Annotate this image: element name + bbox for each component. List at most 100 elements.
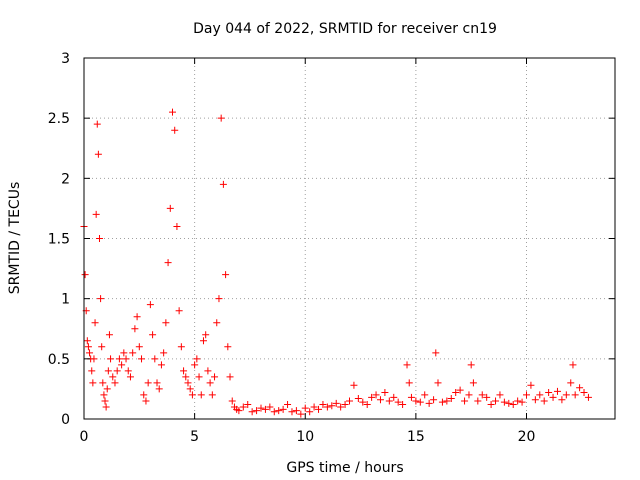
data-point bbox=[90, 355, 98, 363]
data-point bbox=[540, 397, 548, 405]
data-point bbox=[89, 379, 97, 387]
data-point bbox=[222, 271, 230, 279]
data-point bbox=[101, 397, 109, 405]
data-point bbox=[102, 403, 110, 411]
data-point bbox=[580, 389, 588, 397]
data-point bbox=[188, 391, 196, 399]
data-point bbox=[523, 391, 530, 399]
data-point bbox=[91, 319, 99, 327]
data-point bbox=[531, 396, 539, 404]
data-point bbox=[405, 379, 413, 387]
data-point bbox=[140, 391, 148, 399]
data-point bbox=[288, 408, 296, 416]
data-point bbox=[483, 393, 491, 401]
data-point bbox=[100, 391, 108, 399]
data-point bbox=[107, 355, 115, 363]
data-point bbox=[224, 343, 232, 351]
data-point bbox=[215, 295, 223, 303]
x-tick-label: 20 bbox=[518, 429, 536, 445]
data-point bbox=[169, 108, 176, 116]
data-point bbox=[99, 379, 107, 387]
data-point bbox=[135, 343, 143, 351]
data-point bbox=[447, 395, 455, 403]
data-point bbox=[341, 401, 349, 409]
data-point bbox=[505, 399, 513, 407]
data-point bbox=[142, 397, 150, 405]
data-point bbox=[115, 355, 123, 363]
data-point bbox=[545, 389, 553, 397]
data-point bbox=[113, 367, 121, 375]
data-point bbox=[403, 361, 411, 369]
x-tick-label: 5 bbox=[190, 429, 199, 445]
data-point bbox=[584, 393, 592, 401]
data-point bbox=[359, 398, 367, 406]
data-point bbox=[248, 408, 256, 416]
data-point bbox=[416, 398, 424, 406]
data-point bbox=[206, 379, 214, 387]
data-point bbox=[275, 407, 283, 415]
data-point bbox=[376, 396, 384, 404]
data-point bbox=[368, 393, 376, 401]
y-tick-label: 0.5 bbox=[48, 352, 70, 368]
data-point bbox=[567, 379, 575, 387]
data-point bbox=[553, 387, 561, 395]
data-point bbox=[95, 235, 103, 242]
data-point bbox=[195, 373, 203, 381]
data-point bbox=[253, 407, 261, 415]
data-point bbox=[177, 343, 185, 351]
data-point bbox=[105, 331, 113, 339]
x-axis-title: GPS time / hours bbox=[286, 460, 403, 476]
data-point bbox=[213, 319, 221, 327]
data-point bbox=[81, 271, 89, 279]
data-point bbox=[474, 397, 482, 405]
data-point bbox=[219, 180, 227, 188]
data-point bbox=[527, 381, 535, 389]
data-point bbox=[487, 401, 495, 409]
grid bbox=[84, 58, 615, 419]
data-point bbox=[562, 391, 570, 399]
data-point bbox=[211, 373, 219, 381]
data-point bbox=[120, 349, 128, 357]
data-point bbox=[425, 399, 433, 407]
data-point bbox=[88, 367, 96, 375]
x-tick-labels: 0 5 10 15 20 bbox=[80, 429, 536, 445]
data-point bbox=[350, 381, 358, 389]
data-point bbox=[208, 391, 216, 399]
data-point bbox=[394, 398, 402, 406]
data-point bbox=[197, 391, 205, 399]
data-point bbox=[301, 404, 309, 412]
data-point bbox=[571, 391, 579, 399]
data-point bbox=[104, 367, 112, 375]
data-point bbox=[133, 313, 141, 321]
y-tick-label: 2.5 bbox=[48, 111, 70, 127]
data-point bbox=[421, 391, 429, 399]
data-point bbox=[257, 404, 265, 412]
data-point bbox=[97, 295, 105, 303]
data-point bbox=[151, 355, 159, 363]
data-point bbox=[381, 389, 389, 397]
data-point bbox=[103, 385, 111, 393]
data-point bbox=[576, 384, 584, 392]
data-point bbox=[407, 393, 415, 401]
data-point bbox=[98, 343, 106, 351]
data-point bbox=[184, 379, 192, 387]
data-point bbox=[270, 408, 278, 416]
data-point bbox=[412, 397, 420, 405]
data-point bbox=[124, 367, 132, 375]
data-point bbox=[173, 222, 181, 230]
data-point bbox=[315, 405, 323, 413]
data-point bbox=[129, 349, 137, 357]
data-point bbox=[149, 331, 157, 339]
data-point bbox=[92, 210, 100, 218]
data-point bbox=[461, 397, 469, 405]
y-tick-label: 1 bbox=[61, 292, 70, 308]
data-point bbox=[164, 259, 172, 267]
data-point bbox=[86, 349, 94, 357]
data-point bbox=[226, 373, 234, 381]
data-point bbox=[467, 361, 475, 369]
data-point bbox=[390, 393, 398, 401]
data-point bbox=[228, 397, 236, 405]
data-point bbox=[363, 401, 371, 409]
data-point bbox=[122, 355, 130, 363]
data-point bbox=[549, 393, 557, 401]
